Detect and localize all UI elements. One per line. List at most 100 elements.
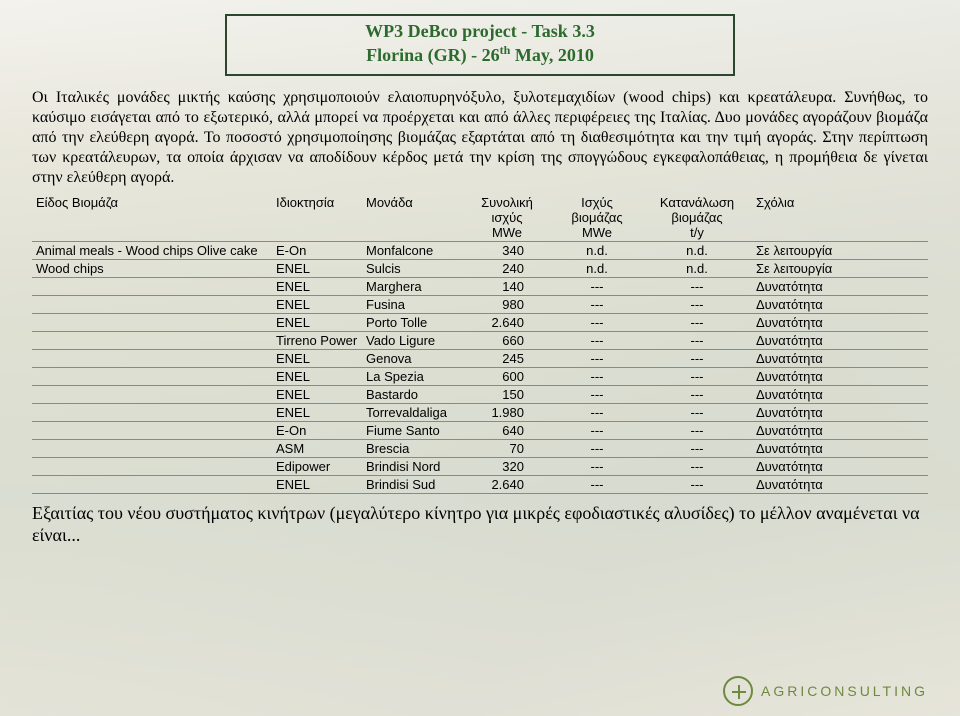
cell-consump: n.d. xyxy=(642,241,752,259)
table-row: ENELBrindisi Sud2.640------Δυνατότητα xyxy=(32,475,928,493)
cell-consump: --- xyxy=(642,421,752,439)
cell-consump: --- xyxy=(642,349,752,367)
table-row: ENELTorrevaldaliga1.980------Δυνατότητα xyxy=(32,403,928,421)
cell-bio_pw: --- xyxy=(552,277,642,295)
cell-power: 980 xyxy=(462,295,552,313)
cell-notes: Δυνατότητα xyxy=(752,367,928,385)
cell-notes: Δυνατότητα xyxy=(752,331,928,349)
cell-unit: Monfalcone xyxy=(362,241,462,259)
cell-bio_pw: --- xyxy=(552,331,642,349)
cell-bio_pw: n.d. xyxy=(552,259,642,277)
cell-consump: --- xyxy=(642,457,752,475)
table-row: ENELFusina980------Δυνατότητα xyxy=(32,295,928,313)
cell-notes: Δυνατότητα xyxy=(752,439,928,457)
title-line-2-sup: th xyxy=(500,43,511,57)
cell-unit: Vado Ligure xyxy=(362,331,462,349)
table-row: ENELPorto Tolle2.640------Δυνατότητα xyxy=(32,313,928,331)
cell-notes: Δυνατότητα xyxy=(752,457,928,475)
table-header-power: ΣυνολικήισχύςMWe xyxy=(462,194,552,242)
table-row: ASMBrescia70------Δυνατότητα xyxy=(32,439,928,457)
cell-power: 660 xyxy=(462,331,552,349)
cell-biomass xyxy=(32,331,272,349)
cell-biomass xyxy=(32,421,272,439)
cell-notes: Δυνατότητα xyxy=(752,385,928,403)
table-row: ENELLa Spezia600------Δυνατότητα xyxy=(32,367,928,385)
table-row: ENELGenova245------Δυνατότητα xyxy=(32,349,928,367)
cell-biomass xyxy=(32,367,272,385)
cell-biomass: Animal meals - Wood chips Olive cake xyxy=(32,241,272,259)
table-header-consump: Κατανάλωσηβιομάζαςt/y xyxy=(642,194,752,242)
cell-owner: E-On xyxy=(272,421,362,439)
cell-bio_pw: --- xyxy=(552,313,642,331)
cell-power: 2.640 xyxy=(462,475,552,493)
biomass-table: Είδος ΒιομάζαΙδιοκτησίαΜονάδαΣυνολικήισχ… xyxy=(32,194,928,494)
cell-notes: Δυνατότητα xyxy=(752,277,928,295)
table-row: ENELMarghera140------Δυνατότητα xyxy=(32,277,928,295)
cell-owner: ENEL xyxy=(272,403,362,421)
cell-notes: Σε λειτουργία xyxy=(752,259,928,277)
cell-power: 320 xyxy=(462,457,552,475)
cell-unit: Brindisi Nord xyxy=(362,457,462,475)
title-box: WP3 DeBco project - Task 3.3 Florina (GR… xyxy=(225,14,735,76)
closing-paragraph: Εξαιτίας του νέου συστήματος κινήτρων (μ… xyxy=(32,502,928,547)
cell-bio_pw: --- xyxy=(552,295,642,313)
cell-owner: ASM xyxy=(272,439,362,457)
agriconsulting-logo-icon xyxy=(723,676,753,706)
cell-owner: Tirreno Power xyxy=(272,331,362,349)
cell-notes: Δυνατότητα xyxy=(752,349,928,367)
table-row: EdipowerBrindisi Nord320------Δυνατότητα xyxy=(32,457,928,475)
cell-bio_pw: --- xyxy=(552,367,642,385)
table-row: Wood chipsENELSulcis240n.d.n.d.Σε λειτου… xyxy=(32,259,928,277)
cell-consump: --- xyxy=(642,475,752,493)
table-header-owner: Ιδιοκτησία xyxy=(272,194,362,242)
cell-power: 70 xyxy=(462,439,552,457)
cell-bio_pw: --- xyxy=(552,421,642,439)
cell-bio_pw: n.d. xyxy=(552,241,642,259)
cell-unit: Genova xyxy=(362,349,462,367)
cell-power: 640 xyxy=(462,421,552,439)
cell-power: 240 xyxy=(462,259,552,277)
cell-owner: ENEL xyxy=(272,475,362,493)
table-header-notes: Σχόλια xyxy=(752,194,928,242)
cell-consump: --- xyxy=(642,277,752,295)
cell-power: 1.980 xyxy=(462,403,552,421)
cell-biomass xyxy=(32,295,272,313)
cell-notes: Δυνατότητα xyxy=(752,313,928,331)
cell-notes: Δυνατότητα xyxy=(752,421,928,439)
cell-unit: Marghera xyxy=(362,277,462,295)
cell-owner: ENEL xyxy=(272,259,362,277)
cell-unit: Brescia xyxy=(362,439,462,457)
cell-unit: Bastardo xyxy=(362,385,462,403)
cell-owner: ENEL xyxy=(272,349,362,367)
table-row: Tirreno PowerVado Ligure660------Δυνατότ… xyxy=(32,331,928,349)
cell-power: 340 xyxy=(462,241,552,259)
table-header-unit: Μονάδα xyxy=(362,194,462,242)
cell-power: 140 xyxy=(462,277,552,295)
cell-biomass xyxy=(32,457,272,475)
table-header-biomass: Είδος Βιομάζα xyxy=(32,194,272,242)
cell-consump: --- xyxy=(642,385,752,403)
cell-biomass xyxy=(32,313,272,331)
cell-biomass xyxy=(32,385,272,403)
table-head: Είδος ΒιομάζαΙδιοκτησίαΜονάδαΣυνολικήισχ… xyxy=(32,194,928,242)
cell-unit: Fusina xyxy=(362,295,462,313)
cell-power: 2.640 xyxy=(462,313,552,331)
cell-consump: --- xyxy=(642,367,752,385)
title-line-1: WP3 DeBco project - Task 3.3 xyxy=(227,20,733,43)
cell-consump: --- xyxy=(642,439,752,457)
cell-consump: n.d. xyxy=(642,259,752,277)
cell-owner: ENEL xyxy=(272,277,362,295)
cell-notes: Δυνατότητα xyxy=(752,475,928,493)
table-row: ENELBastardo150------Δυνατότητα xyxy=(32,385,928,403)
table-body: Animal meals - Wood chips Olive cake E-On… xyxy=(32,241,928,493)
title-line-2-pre: Florina (GR) - 26 xyxy=(366,45,499,65)
cell-biomass xyxy=(32,277,272,295)
cell-biomass: Wood chips xyxy=(32,259,272,277)
cell-biomass xyxy=(32,475,272,493)
cell-bio_pw: --- xyxy=(552,403,642,421)
cell-notes: Σε λειτουργία xyxy=(752,241,928,259)
cell-bio_pw: --- xyxy=(552,475,642,493)
cell-unit: Brindisi Sud xyxy=(362,475,462,493)
table-header-bio_pw: ΙσχύςβιομάζαςMWe xyxy=(552,194,642,242)
cell-biomass xyxy=(32,349,272,367)
